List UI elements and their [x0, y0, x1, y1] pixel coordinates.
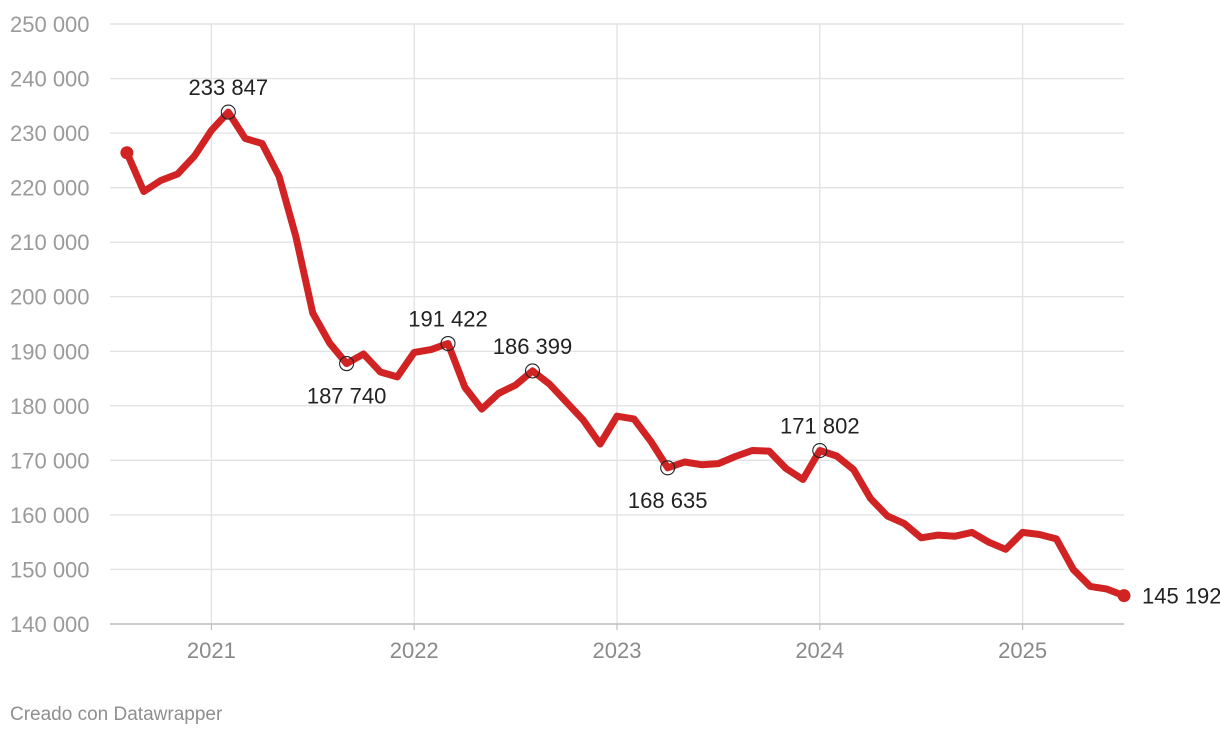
y-tick-label: 140 000 — [10, 612, 90, 637]
annotation-label: 186 399 — [493, 334, 573, 359]
x-axis: 2021 2022 2023 2024 2025 — [110, 623, 1124, 663]
line-chart: 250 000 240 000 230 000 220 000 210 000 200 0… — [10, 12, 1220, 663]
y-tick-label: 180 000 — [10, 394, 90, 419]
y-tick-label: 250 000 — [10, 12, 90, 37]
annotation-marker — [339, 356, 355, 372]
y-tick-label: 230 000 — [10, 121, 90, 146]
x-tick-label: 2024 — [795, 638, 844, 663]
annotation-label: 191 422 — [408, 307, 488, 332]
annotation-label: 145 192 — [1142, 584, 1220, 609]
annotation-label: 168 635 — [628, 488, 708, 513]
annotation-marker — [524, 363, 541, 379]
y-tick-label: 210 000 — [10, 230, 90, 255]
y-tick-label: 170 000 — [10, 448, 90, 473]
y-tick-label: 240 000 — [10, 67, 90, 92]
annotation-marker — [220, 104, 236, 120]
y-tick-label: 200 000 — [10, 285, 90, 310]
x-tick-label: 2025 — [998, 638, 1047, 663]
series-start-point — [120, 146, 134, 160]
series-end-point — [1117, 589, 1131, 603]
y-tick-label: 190 000 — [10, 339, 90, 364]
annotation-marker — [660, 460, 676, 476]
series-layer — [120, 108, 1131, 603]
y-tick-label: 160 000 — [10, 503, 90, 528]
annotation-marker — [440, 335, 456, 352]
annotation-marker — [812, 442, 828, 459]
annotation-label: 233 847 — [189, 75, 269, 100]
y-axis: 250 000 240 000 230 000 220 000 210 000 200 0… — [10, 12, 90, 637]
x-tick-label: 2022 — [390, 638, 439, 663]
x-tick-label: 2021 — [187, 638, 236, 663]
x-tick-label: 2023 — [593, 638, 642, 663]
y-tick-label: 220 000 — [10, 176, 90, 201]
y-tick-label: 150 000 — [10, 557, 90, 582]
datawrapper-credit: Creado con Datawrapper — [10, 704, 223, 725]
annotation-label: 187 740 — [307, 384, 387, 409]
series-line — [123, 108, 1128, 600]
annotation-label: 171 802 — [780, 414, 860, 439]
